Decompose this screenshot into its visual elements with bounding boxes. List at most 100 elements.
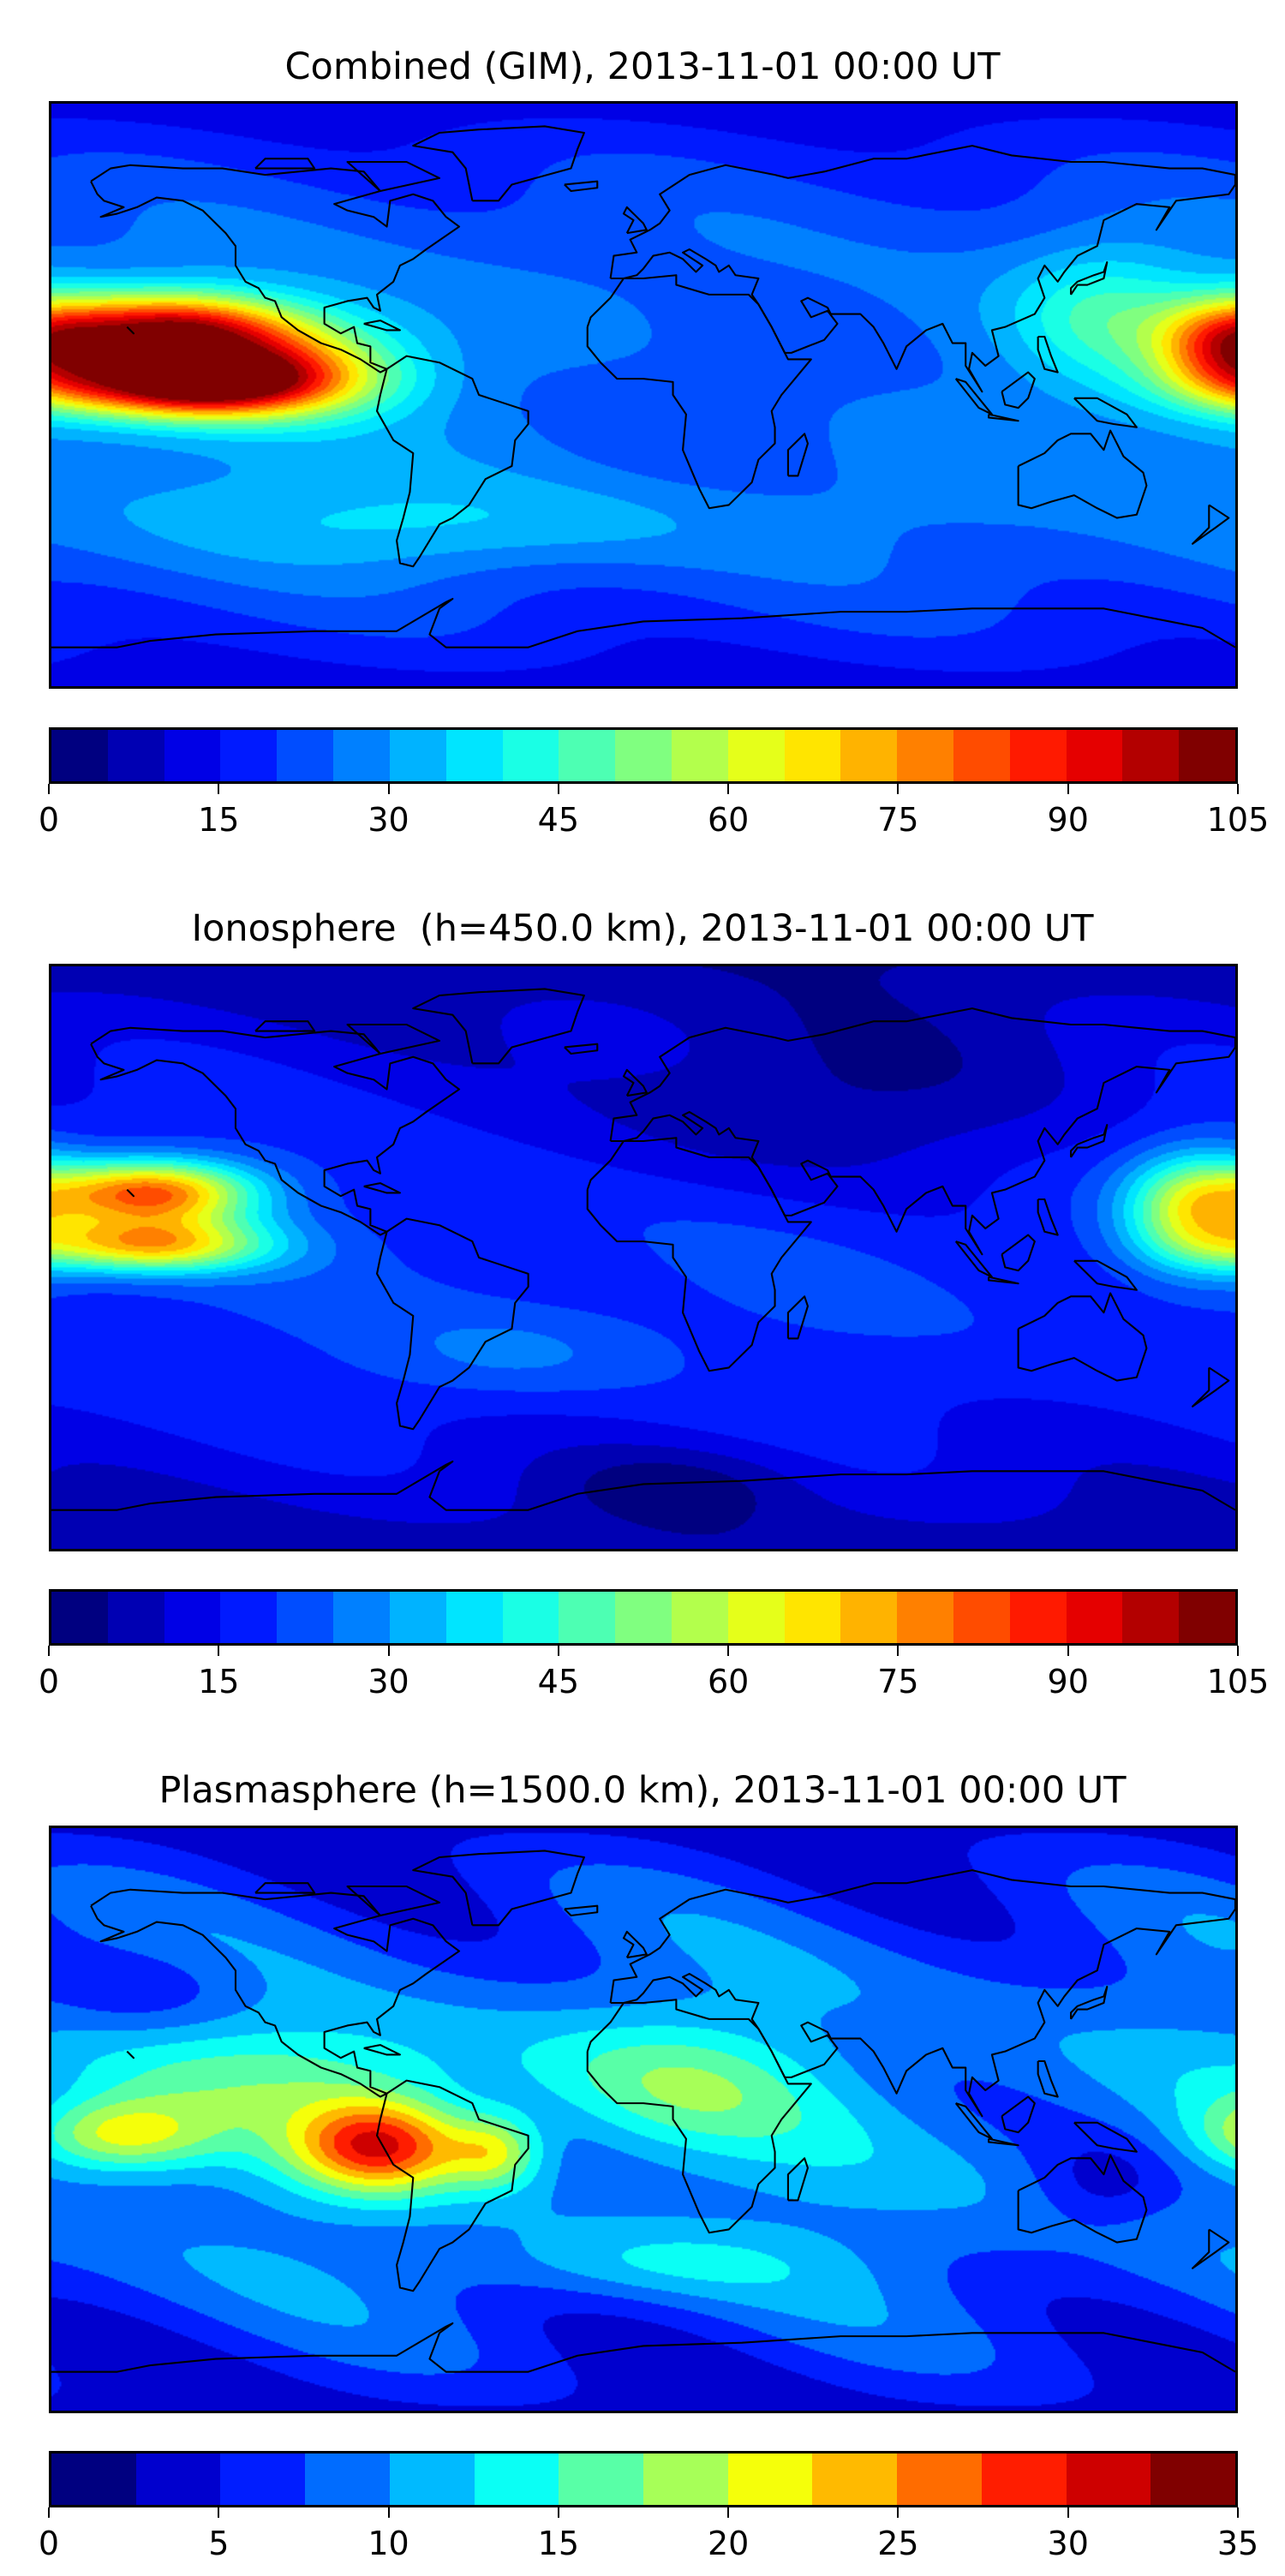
coastline [1069,1986,1109,2020]
colorbar-segment [502,1592,559,1643]
coastline [51,2322,1235,2373]
colorbar-tick-mark [387,784,390,794]
map-plasmasphere [49,1826,1238,2413]
colorbar-tick-label: 75 [877,801,919,839]
coastline [1017,429,1148,519]
colorbar-plasmasphere [49,2451,1238,2507]
coastline [586,1999,812,2234]
panel-title-plasmasphere: Plasmasphere (h=1500.0 km), 2013-11-01 0… [158,1769,1127,1812]
colorbar-tick-label: 15 [198,1663,240,1700]
tec-field-ionosphere [51,966,1235,1549]
coastline [126,326,135,335]
colorbar-segment [1066,1592,1123,1643]
colorbar-segment [502,730,559,781]
colorbar-segment [1009,730,1067,781]
colorbar-segment [135,2453,221,2505]
coastline [609,145,1235,393]
colorbar-segment [333,1592,390,1643]
panel-title-combined: Combined (GIM), 2013-11-01 00:00 UT [284,45,1001,88]
coastline [363,320,401,332]
coastline [609,1007,1235,1256]
coastline [51,1460,1235,1511]
coastline [954,378,993,415]
colorbar-tick-label: 15 [537,2525,580,2562]
colorbar-tick-mark [1237,784,1239,794]
coastline [1017,2154,1148,2244]
colorbar-tick-label: 30 [368,801,409,839]
colorbar-segment [107,1592,164,1643]
colorbar-segment [220,1592,278,1643]
colorbar-tick-mark [1237,2507,1239,2518]
colorbar-segment [615,1592,672,1643]
coastline [609,1869,1235,2118]
colorbar-tick-label: 0 [38,1663,60,1700]
coastline [375,2079,529,2292]
colorbar-tick-mark [48,784,50,794]
colorbar-segment [1122,1592,1180,1643]
coastline [1001,1234,1036,1272]
colorbar-segment [784,1592,841,1643]
colorbar-tick-mark [387,1646,390,1656]
colorbar-segment [445,730,503,781]
colorbar-tick-label: 0 [38,801,60,839]
coastline [90,1026,461,1236]
colorbar-segment [277,1592,334,1643]
map-combined [49,101,1238,689]
colorbar-segment [333,730,390,781]
coastline [586,1137,812,1372]
tec-field-plasmasphere [51,1828,1235,2411]
colorbar-segment [559,1592,616,1643]
colorbar-tick-label: 25 [877,2525,919,2562]
coastline [1073,2121,1138,2153]
coastline [1192,504,1230,545]
colorbar-ticks-combined: 0 15 30 45 60 75 90 105 [39,784,1269,852]
coastline [363,2044,401,2056]
colorbar-segment [220,2453,306,2505]
colorbar-tick-label: 75 [877,1663,919,1700]
coastline [1073,397,1138,428]
coastline [90,1888,461,2098]
colorbar-ticks-ionosphere: 0 15 30 45 60 75 90 105 [39,1646,1269,1714]
coastline [1037,2059,1059,2098]
colorbar-tick-mark [48,1646,50,1656]
colorbar-tick-mark [727,784,730,794]
coastlines-combined [51,125,1235,648]
coastline [954,2102,993,2140]
colorbar-segment [727,730,785,781]
colorbar-tick-label: 60 [707,801,750,839]
coastlines-ionosphere [51,988,1235,1511]
coastline [375,1217,529,1431]
coastline [346,1885,441,1917]
colorbar-tick-mark [218,784,220,794]
colorbar-segment [897,1592,953,1643]
colorbar-segment [953,1592,1010,1643]
colorbar-segment [305,2453,390,2505]
colorbar-tick-label: 30 [1047,2525,1089,2562]
colorbar-segment [164,1592,221,1643]
coastline [988,1276,1019,1285]
colorbar-segment [671,730,728,781]
coastline [564,180,599,193]
colorbar-segment [953,730,1010,781]
coastline [786,2157,810,2202]
panel-title-ionosphere: Ionosphere (h=450.0 km), 2013-11-01 00:0… [191,907,1094,950]
colorbar-segment [671,1592,728,1643]
coastline [254,1882,316,1894]
coastline [363,1182,401,1194]
colorbar-segment [727,2453,813,2505]
colorbar-tick-mark [387,2507,390,2518]
colorbar-tick-label: 105 [1206,1663,1270,1700]
coastline [1001,371,1036,409]
coastline [1037,335,1059,374]
colorbar-segment [1122,730,1180,781]
colorbar-tick-label: 30 [368,1663,409,1700]
colorbar-tick-mark [727,2507,730,2518]
colorbar-segment [559,730,616,781]
colorbar-tick-label: 105 [1206,801,1270,839]
colorbar-segment [389,730,446,781]
colorbar-segment [897,730,953,781]
coastline [1069,1124,1109,1158]
colorbar-segment [840,1592,898,1643]
coastline [412,988,585,1065]
coastline [988,2137,1019,2147]
